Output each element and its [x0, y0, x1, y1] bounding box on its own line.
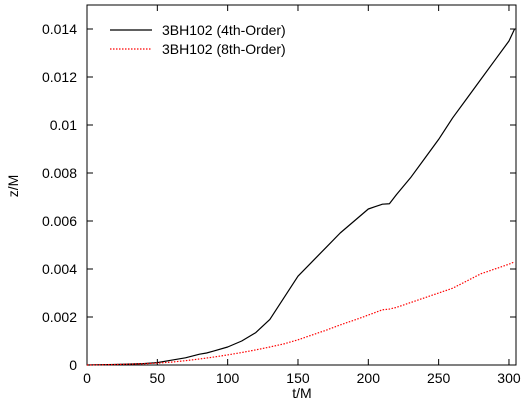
x-tick-label: 50	[150, 370, 166, 386]
plot-frame	[86, 4, 517, 366]
x-tick-label: 250	[427, 370, 451, 386]
legend-label-8th-order: 3BH102 (8th-Order)	[162, 41, 286, 57]
y-tick-label: 0.012	[42, 69, 77, 85]
x-tick-label: 300	[497, 370, 521, 386]
x-tick-label: 150	[286, 370, 310, 386]
y-tick-label: 0	[69, 357, 77, 373]
x-axis: 0 50 100 150 200 250 300	[83, 5, 521, 386]
y-axis-label: z/M	[5, 175, 21, 198]
x-tick-label: 0	[83, 370, 91, 386]
x-tick-label: 100	[216, 370, 240, 386]
y-tick-label: 0.002	[42, 309, 77, 325]
series-line-4th-order	[86, 28, 516, 366]
y-tick-label: 0.01	[50, 117, 77, 133]
y-tick-label: 0.006	[42, 213, 77, 229]
series-lines	[86, 28, 516, 366]
y-tick-label: 0.004	[42, 261, 77, 277]
legend: 3BH102 (4th-Order) 3BH102 (8th-Order)	[110, 22, 286, 57]
y-tick-label: 0.014	[42, 21, 77, 37]
legend-label-4th-order: 3BH102 (4th-Order)	[162, 22, 286, 38]
x-tick-label: 200	[357, 370, 381, 386]
y-tick-label: 0.008	[42, 165, 77, 181]
x-axis-label: t/M	[292, 385, 311, 401]
y-axis: 0 0.002 0.004 0.006 0.008 0.01 0.012 0.014	[42, 21, 516, 373]
series-line-8th-order	[86, 261, 515, 366]
